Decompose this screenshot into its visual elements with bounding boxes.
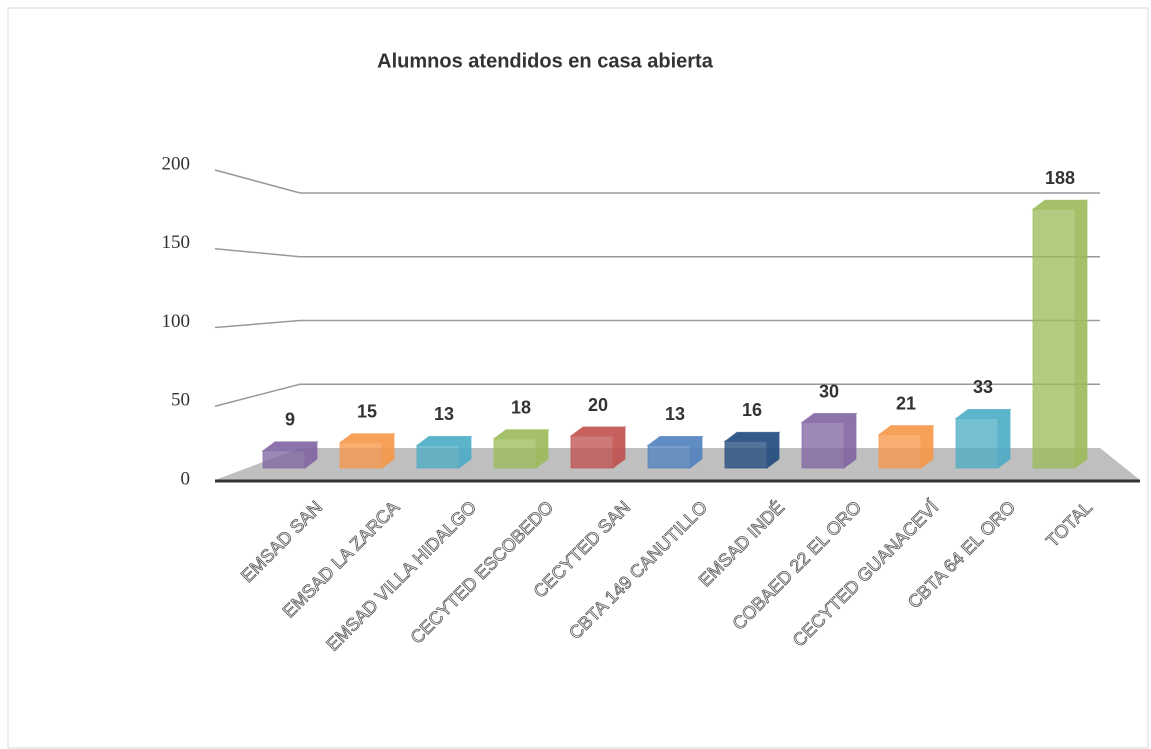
y-tick-label: 200: [162, 153, 191, 174]
data-label: 15: [357, 402, 377, 422]
bar: [1031, 199, 1089, 469]
bar: [415, 435, 473, 469]
data-label: 16: [742, 400, 762, 420]
data-label: 18: [511, 397, 531, 417]
chart-border: [7, 7, 1149, 749]
bar: [646, 435, 704, 469]
chart-title: Alumnos atendidos en casa abierta: [377, 50, 714, 72]
data-label: 188: [1045, 168, 1075, 188]
bar: [492, 428, 550, 469]
data-label: 13: [665, 404, 685, 424]
data-label: 9: [285, 410, 295, 430]
bar: [261, 440, 319, 469]
grid-line: [214, 383, 1100, 407]
y-tick-label: 100: [162, 311, 191, 332]
y-tick-label: 0: [181, 468, 191, 489]
y-tick-label: 50: [171, 390, 190, 411]
grid-line: [214, 319, 1100, 329]
bar: [338, 432, 396, 469]
bar: [954, 408, 1012, 469]
bar: [800, 412, 858, 469]
grid-line: [214, 248, 1100, 258]
bar: [723, 431, 781, 469]
data-label: 33: [973, 377, 993, 397]
y-tick-label: 150: [162, 232, 191, 253]
data-label: 13: [434, 404, 454, 424]
bar: [569, 426, 627, 469]
data-label: 20: [588, 395, 608, 415]
bar: [877, 424, 935, 469]
data-label: 21: [896, 393, 916, 413]
data-label: 30: [819, 381, 839, 401]
grid-line: [214, 169, 1100, 194]
